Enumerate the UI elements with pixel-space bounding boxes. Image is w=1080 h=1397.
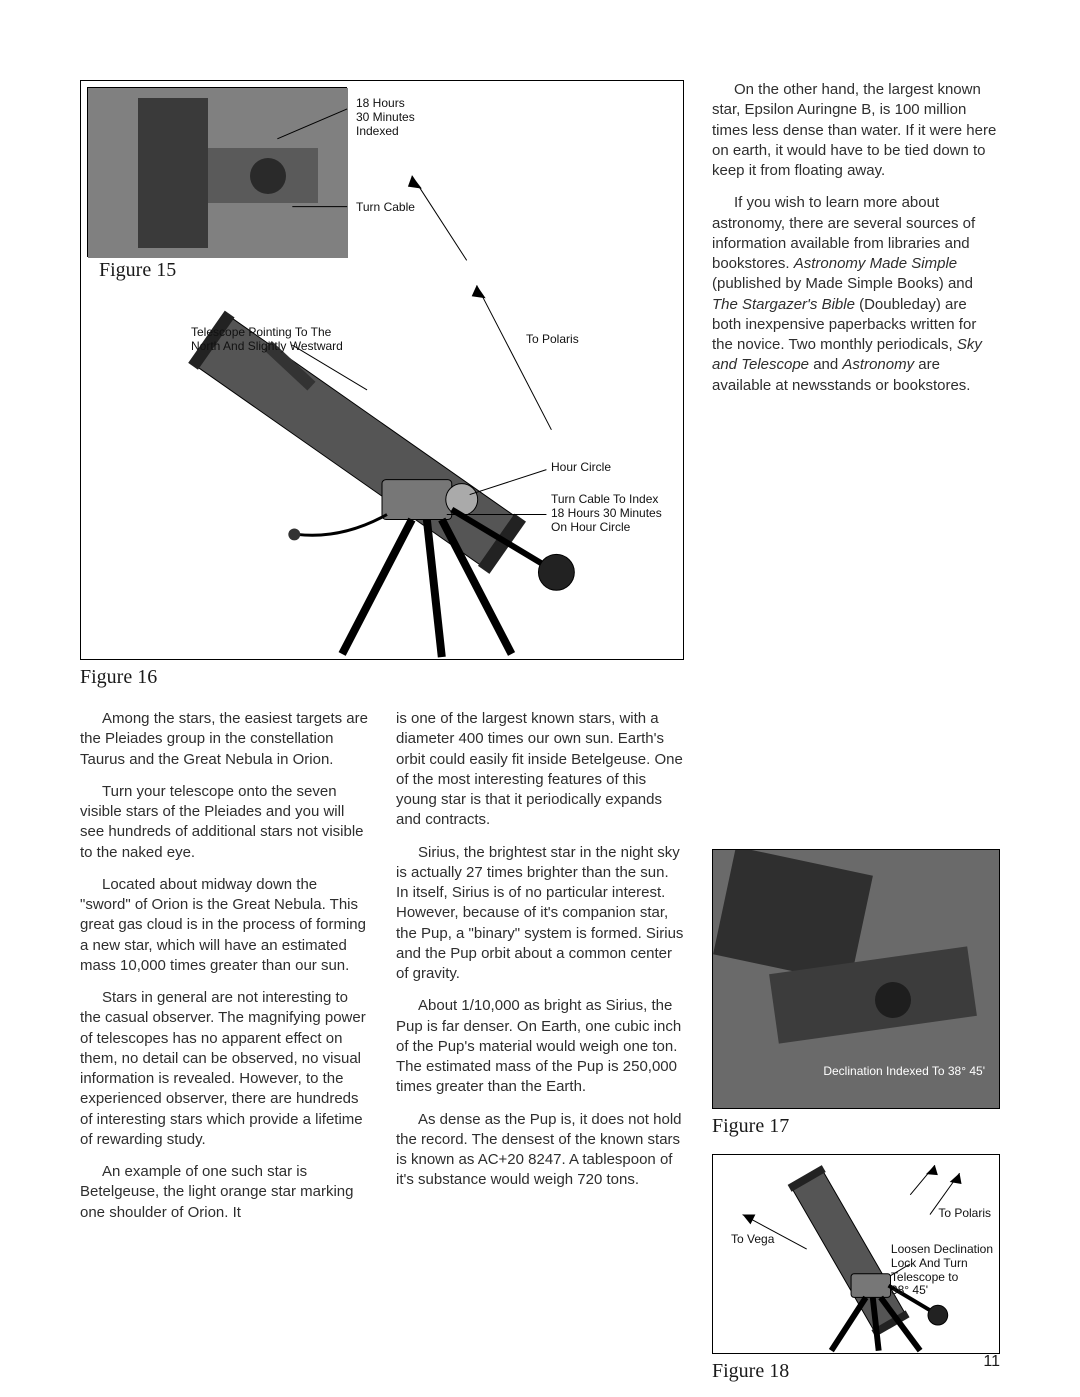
text-col-mid: is one of the largest known stars, with … [396, 709, 684, 1389]
figure-17-caption: Figure 17 [712, 1115, 1000, 1138]
figure-16-svg [81, 81, 683, 659]
figure-17-box: Declination Indexed To 38° 45' [712, 849, 1000, 1109]
text-col-left: Among the stars, the easiest targets are… [80, 709, 368, 1389]
figure-18-wrap: To Polaris To Vega Loosen Declination Lo… [712, 1154, 1000, 1389]
para-l1: Among the stars, the easiest targets are… [80, 709, 368, 770]
fig18-anno-loosen: Loosen Declination Lock And Turn Telesco… [891, 1243, 993, 1298]
para-tr-2-it2: The Stargazer's Bible [712, 296, 855, 313]
para-tr-2-it1: Astronomy Made Simple [794, 255, 957, 272]
para-m3: About 1/10,000 as bright as Sirius, the … [396, 996, 684, 1097]
para-tr-2-it4: Astronomy [842, 356, 914, 373]
para-m4: As dense as the Pup is, it does not hold… [396, 1110, 684, 1191]
para-tr-2-b: (published by Made Simple Books) and [712, 275, 973, 292]
figure-16-caption: Figure 16 [80, 666, 684, 689]
fig16-anno-hourcircle: Hour Circle [551, 461, 611, 475]
page-number: 11 [983, 1353, 1000, 1371]
figure-15-16-wrap: Figure 15 18 Hours 30 Minutes Indexed Tu… [80, 80, 684, 695]
para-m1: is one of the largest known stars, with … [396, 709, 684, 831]
fig18-anno-polaris: To Polaris [938, 1207, 991, 1221]
fig16-anno-turncable: Turn Cable To Index 18 Hours 30 Minutes … [551, 493, 662, 534]
figure-18-caption: Figure 18 [712, 1360, 1000, 1383]
para-l3: Located about midway down the "sword" of… [80, 875, 368, 976]
figure-17-wrap: Declination Indexed To 38° 45' Figure 17 [712, 849, 1000, 1144]
page: Figure 15 18 Hours 30 Minutes Indexed Tu… [80, 80, 1000, 1389]
fig17-anno: Declination Indexed To 38° 45' [823, 1064, 985, 1078]
para-tr-2-d: and [809, 356, 842, 373]
fig18-anno-vega: To Vega [731, 1233, 774, 1247]
right-figures: Declination Indexed To 38° 45' Figure 17 [712, 849, 1000, 1389]
para-l4: Stars in general are not interesting to … [80, 988, 368, 1150]
text-top-right: On the other hand, the largest known sta… [712, 80, 1000, 695]
fig16-anno-pointing: Telescope Pointing To The North And Slig… [191, 326, 343, 354]
para-l2: Turn your telescope onto the seven visib… [80, 782, 368, 863]
para-tr-1: On the other hand, the largest known sta… [712, 80, 1000, 181]
para-m2: Sirius, the brightest star in the night … [396, 843, 684, 985]
para-tr-2: If you wish to learn more about astronom… [712, 193, 1000, 396]
figure-18-box: To Polaris To Vega Loosen Declination Lo… [712, 1154, 1000, 1354]
figure-16-box: Figure 15 18 Hours 30 Minutes Indexed Tu… [80, 80, 684, 660]
para-l5: An example of one such star is Betelgeus… [80, 1162, 368, 1223]
fig16-anno-polaris: To Polaris [526, 333, 579, 347]
